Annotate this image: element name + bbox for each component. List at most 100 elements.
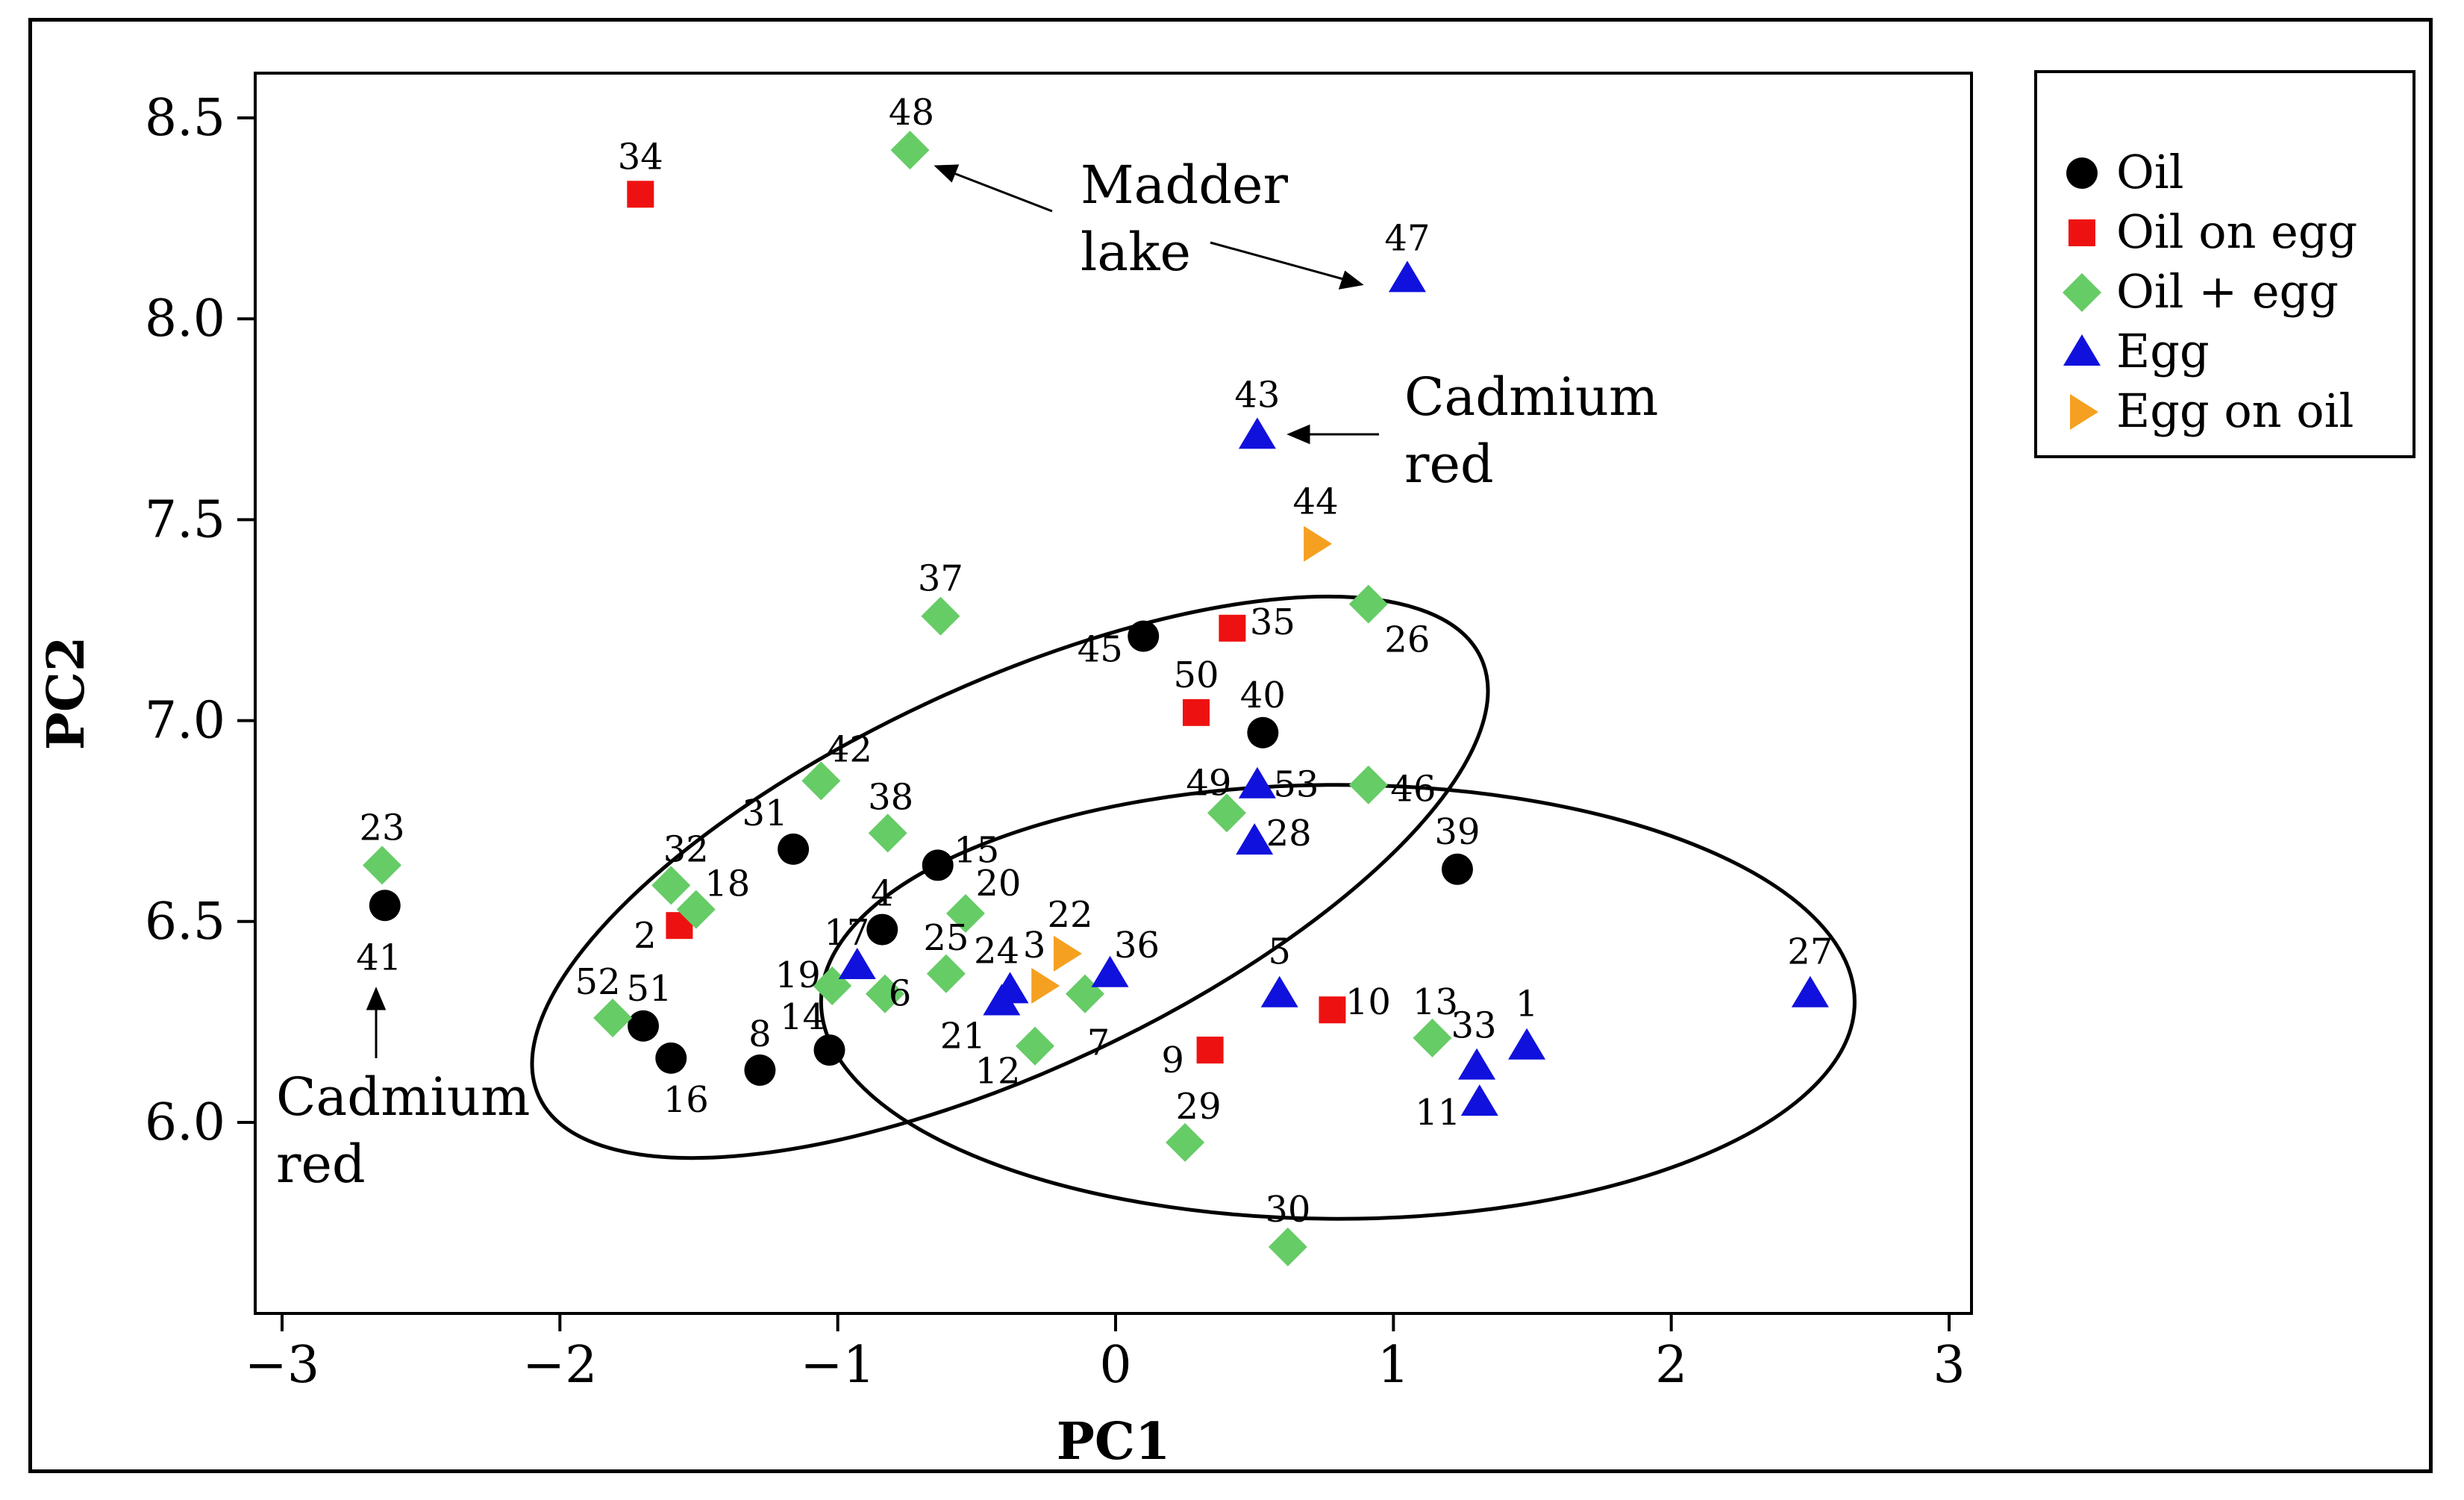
point-label: 16 (663, 1079, 709, 1121)
point-label: 26 (1384, 619, 1430, 660)
point-label: 5 (1268, 931, 1291, 973)
point-label: 42 (827, 728, 872, 770)
point-oil-egg (890, 131, 930, 170)
point-label: 33 (1451, 1005, 1496, 1047)
point-label: 28 (1266, 813, 1312, 854)
point-oil-on-egg (1219, 614, 1246, 642)
point-label: 45 (1078, 629, 1123, 671)
point-egg (1260, 975, 1298, 1007)
x-tick-label: −2 (522, 1336, 597, 1395)
point-egg (1508, 1028, 1546, 1060)
x-tick-label: 0 (1099, 1336, 1131, 1395)
arrow-cadmium-lower-head (366, 987, 387, 1010)
point-label: 11 (1415, 1092, 1460, 1134)
y-tick-label: 7.5 (145, 490, 225, 549)
point-label: 29 (1176, 1086, 1222, 1128)
point-egg (1458, 1048, 1496, 1080)
point-label: 8 (748, 1013, 772, 1055)
upper-left-ellipse (530, 594, 1490, 1160)
point-label: 18 (704, 863, 750, 905)
point-label: 24 (974, 930, 1019, 972)
point-label: 2 (634, 915, 657, 957)
point-oil (778, 833, 810, 865)
point-label: 36 (1114, 925, 1160, 966)
point-egg (1236, 823, 1274, 855)
point-label: 50 (1173, 654, 1219, 696)
point-egg (1238, 417, 1276, 449)
point-label: 52 (575, 961, 621, 1003)
point-oil-egg (921, 596, 960, 636)
x-tick-label: 3 (1933, 1336, 1965, 1395)
point-label: 30 (1265, 1189, 1310, 1231)
point-label: 15 (954, 829, 999, 871)
point-label: 19 (775, 954, 821, 996)
x-tick-label: −3 (245, 1336, 319, 1395)
point-egg (983, 984, 1021, 1016)
y-tick-label: 6.0 (145, 1093, 225, 1152)
point-label: 9 (1161, 1040, 1184, 1081)
point-oil-egg (1166, 1122, 1205, 1162)
point-label: 34 (618, 136, 663, 178)
point-oil-egg (651, 866, 691, 905)
point-oil-egg (676, 890, 716, 929)
point-label: 51 (626, 968, 672, 1010)
legend-label-oil: Oil (2116, 145, 2184, 199)
point-label: 21 (940, 1015, 986, 1057)
y-tick-label: 8.5 (145, 89, 225, 148)
point-label: 10 (1345, 981, 1391, 1023)
data-points (363, 131, 1829, 1266)
legend-marker-oil-on-egg (2069, 219, 2095, 246)
point-oil (922, 849, 954, 881)
point-label: 31 (742, 793, 788, 834)
point-oil (655, 1042, 687, 1074)
point-label: 35 (1250, 601, 1295, 643)
arrow-madder-right (1210, 241, 1344, 281)
legend-marker-oil-egg (2063, 273, 2101, 312)
point-oil (866, 913, 898, 946)
x-tick-label: 1 (1378, 1336, 1410, 1395)
point-label: 48 (889, 92, 934, 134)
point-egg (1460, 1084, 1498, 1116)
point-oil-egg (1348, 765, 1388, 804)
point-label: 41 (356, 937, 401, 978)
point-label: 32 (663, 828, 709, 870)
point-label: 37 (918, 558, 963, 600)
point-oil-egg (1207, 793, 1246, 833)
point-label: 47 (1384, 217, 1430, 259)
point-oil-on-egg (1182, 699, 1210, 726)
arrow-madder-left-head (934, 164, 960, 183)
point-oil (369, 890, 401, 922)
point-oil-on-egg (1319, 996, 1346, 1024)
point-oil-egg (1016, 1026, 1055, 1066)
x-axis-label: PC1 (1057, 1412, 1171, 1472)
point-egg (1091, 955, 1129, 987)
point-oil-egg (801, 761, 841, 801)
point-egg-on-oil (1031, 967, 1060, 1004)
legend-label-oil-egg: Oil + egg (2116, 264, 2339, 319)
plot-area (254, 72, 1973, 1315)
point-label: 14 (780, 996, 825, 1038)
y-tick-label: 7.0 (145, 692, 225, 751)
axis-ticks: −3 −2 −1 0 1 2 36.06.57.07.58.08.5 (145, 89, 1966, 1395)
annotation-cadmium-red-lower: Cadmium red (276, 1066, 547, 1195)
y-tick-label: 8.0 (145, 290, 225, 349)
point-egg (1791, 975, 1829, 1007)
point-label: 22 (1047, 894, 1092, 936)
point-label: 38 (868, 776, 913, 818)
point-label: 17 (824, 912, 869, 954)
point-oil (1128, 620, 1160, 652)
annotation-madder-lake: Madder lake (1081, 154, 1304, 283)
lower-right-ellipse (819, 783, 1857, 1221)
point-oil-egg (1268, 1227, 1307, 1266)
ellipses (530, 594, 1857, 1221)
point-oil-on-egg (627, 181, 654, 208)
point-oil-egg (363, 846, 402, 885)
point-label: 44 (1293, 481, 1339, 523)
point-oil-egg (926, 954, 966, 993)
y-tick-label: 6.5 (145, 893, 225, 951)
arrow-madder-right-head (1338, 270, 1364, 290)
point-label: 12 (975, 1051, 1020, 1093)
point-label: 13 (1413, 981, 1458, 1023)
point-label: 23 (360, 807, 405, 849)
